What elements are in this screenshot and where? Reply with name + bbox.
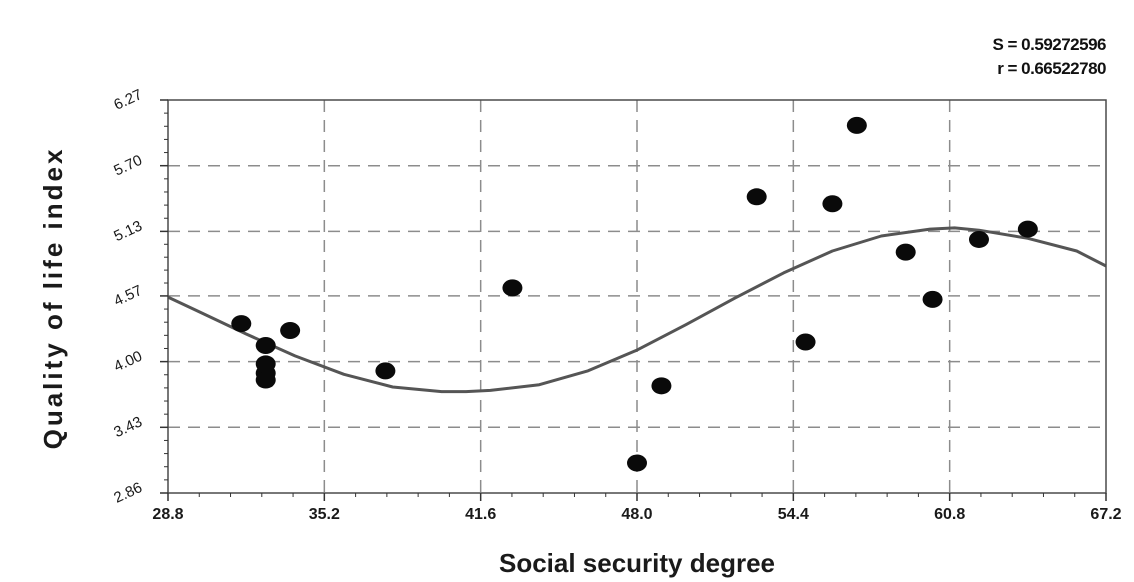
data-point bbox=[846, 116, 867, 134]
data-point bbox=[375, 362, 396, 380]
data-point bbox=[255, 371, 276, 389]
x-tick-label: 60.8 bbox=[934, 506, 965, 523]
data-point bbox=[231, 315, 252, 333]
data-point bbox=[922, 290, 943, 308]
r-statistic-label: r = 0.66522780 bbox=[997, 59, 1106, 78]
data-point bbox=[255, 336, 276, 354]
x-tick-label: 48.0 bbox=[621, 506, 652, 523]
x-tick-label: 28.8 bbox=[152, 506, 183, 523]
y-axis-tick-labels: 2.863.434.004.575.135.706.27 bbox=[111, 86, 145, 507]
data-point bbox=[1017, 220, 1038, 238]
y-axis-title: Quality of life index bbox=[38, 147, 68, 450]
fit-curve-group bbox=[167, 226, 1107, 394]
data-point bbox=[968, 230, 989, 248]
x-tick-label: 35.2 bbox=[309, 506, 340, 523]
x-tick-label: 41.6 bbox=[465, 506, 496, 523]
axis-ticks bbox=[160, 99, 1107, 501]
data-point bbox=[280, 321, 301, 339]
data-point bbox=[795, 333, 816, 351]
data-points bbox=[231, 116, 1038, 472]
data-point bbox=[502, 279, 523, 297]
data-point bbox=[895, 243, 916, 261]
data-point bbox=[651, 377, 672, 395]
x-tick-label: 54.4 bbox=[778, 506, 809, 523]
x-axis-tick-labels: 28.8 35.2 41.6 48.0 54.4 60.8 67.2 bbox=[152, 506, 1121, 523]
data-point bbox=[746, 188, 767, 206]
x-axis-title: Social security degree bbox=[499, 548, 775, 578]
fit-curve bbox=[167, 226, 1107, 394]
x-tick-label: 67.2 bbox=[1090, 506, 1121, 523]
data-point bbox=[627, 454, 647, 472]
grid-lines bbox=[168, 100, 1106, 493]
data-point bbox=[822, 195, 843, 213]
s-statistic-label: S = 0.59272596 bbox=[992, 35, 1106, 54]
